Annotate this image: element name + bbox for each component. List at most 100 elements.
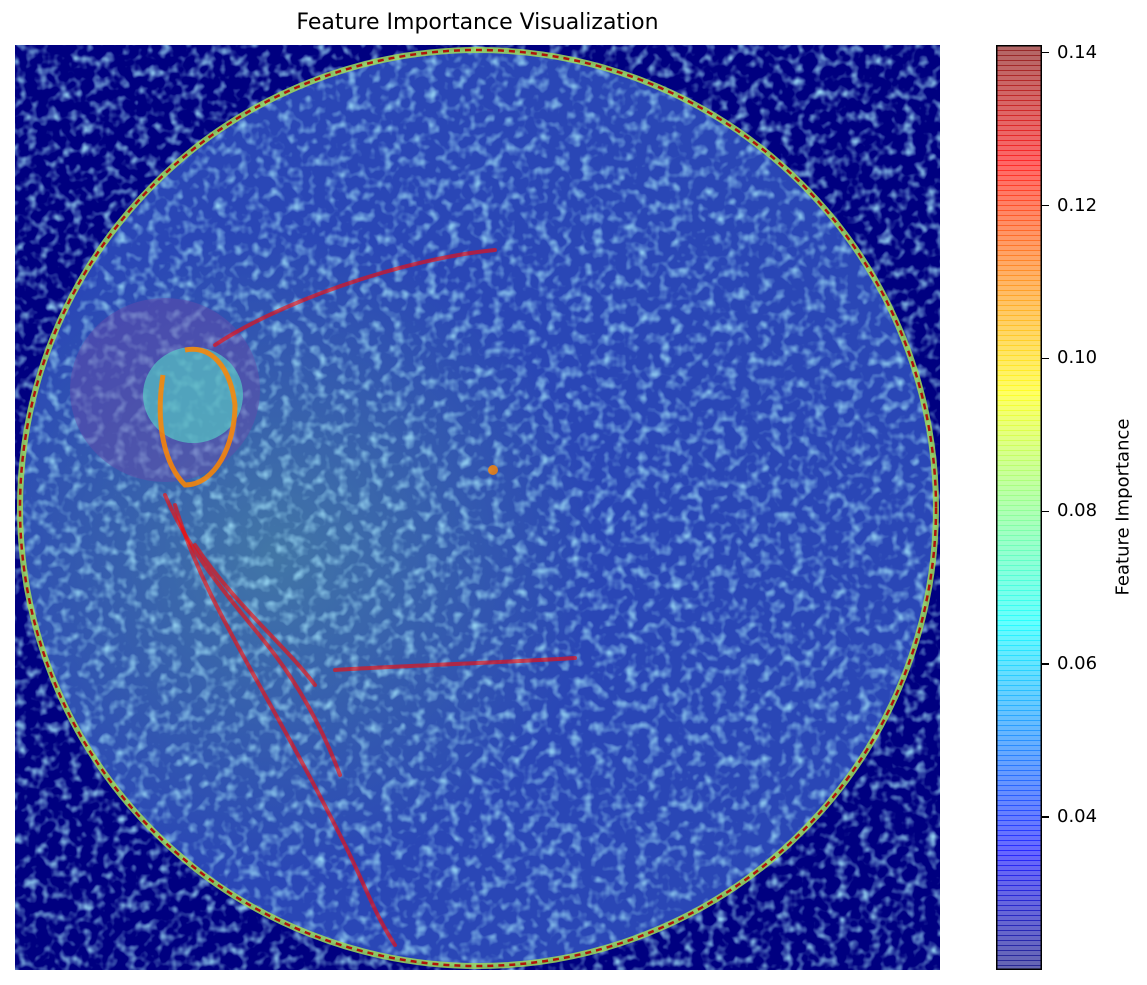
colorbar-strip [996, 655, 1042, 661]
colorbar-strip [996, 235, 1042, 241]
disc-interior [20, 50, 936, 966]
colorbar-strip [996, 70, 1042, 76]
hotspot-point [488, 465, 498, 475]
colorbar-strip [996, 700, 1042, 706]
colorbar-strip [996, 925, 1042, 931]
heatmap-image [15, 45, 940, 970]
colorbar-strip [996, 495, 1042, 501]
colorbar-strip [996, 335, 1042, 341]
colorbar-strip [996, 150, 1042, 156]
colorbar-strip [996, 600, 1042, 606]
colorbar-strip [996, 90, 1042, 96]
colorbar-strip [996, 440, 1042, 446]
colorbar-strip [996, 295, 1042, 301]
colorbar-tick-label: 0.04 [1057, 806, 1098, 828]
colorbar-tick-label: 0.10 [1057, 347, 1098, 369]
colorbar-strip [996, 770, 1042, 776]
colorbar-tick-label: 0.12 [1057, 194, 1098, 216]
colorbar-strip [996, 645, 1042, 651]
colorbar-strip [996, 570, 1042, 576]
colorbar-strip [996, 915, 1042, 921]
colorbar-strip [996, 835, 1042, 841]
colorbar-strip [996, 555, 1042, 561]
colorbar-strip [996, 375, 1042, 381]
colorbar-strip [996, 330, 1042, 336]
vessel-highlight [213, 248, 497, 347]
colorbar-gradient [996, 45, 1042, 971]
colorbar-strip [996, 445, 1042, 451]
colorbar-strip [996, 965, 1042, 971]
colorbar-strip [996, 300, 1042, 306]
colorbar-strip [996, 950, 1042, 956]
colorbar-strip [996, 140, 1042, 146]
colorbar-strip [996, 760, 1042, 766]
colorbar-strip [996, 895, 1042, 901]
optic-disc-center [143, 347, 243, 443]
colorbar-strip [996, 855, 1042, 861]
colorbar-strip [996, 425, 1042, 431]
colorbar-tick-mark [1042, 204, 1049, 207]
colorbar-strip [996, 785, 1042, 791]
colorbar-strip [996, 355, 1042, 361]
colorbar-strip [996, 690, 1042, 696]
colorbar-strip [996, 270, 1042, 276]
colorbar-strip [996, 145, 1042, 151]
colorbar-strip [996, 435, 1042, 441]
colorbar-strip [996, 240, 1042, 246]
colorbar-strip [996, 650, 1042, 656]
colorbar-strip [996, 260, 1042, 266]
colorbar-strip [996, 490, 1042, 496]
colorbar-ticks: 0.04 0.06 0.08 0.10 0.12 0.14 [1042, 42, 1102, 970]
colorbar-strip [996, 55, 1042, 61]
vessel-highlight [333, 656, 577, 672]
colorbar-strip [996, 95, 1042, 101]
colorbar-strip [996, 290, 1042, 296]
colorbar-strip [996, 875, 1042, 881]
colorbar-strip [996, 920, 1042, 926]
colorbar-strip [996, 630, 1042, 636]
colorbar-strip [996, 200, 1042, 206]
colorbar-strip [996, 100, 1042, 106]
colorbar-strip [996, 415, 1042, 421]
colorbar-strip [996, 420, 1042, 426]
colorbar-strip [996, 670, 1042, 676]
colorbar-strip [996, 865, 1042, 871]
colorbar-strip [996, 135, 1042, 141]
colorbar-strip [996, 740, 1042, 746]
colorbar-strip [996, 220, 1042, 226]
colorbar-strip [996, 370, 1042, 376]
colorbar-strips [996, 45, 1042, 971]
colorbar-strip [996, 750, 1042, 756]
colorbar-strip [996, 605, 1042, 611]
colorbar-strip [996, 310, 1042, 316]
vessel-highlight [173, 503, 397, 947]
colorbar-strip [996, 120, 1042, 126]
colorbar-strip [996, 550, 1042, 556]
colorbar-strip [996, 350, 1042, 356]
colorbar-strip [996, 940, 1042, 946]
colorbar-strip [996, 830, 1042, 836]
disc-rim-peak [18, 48, 938, 968]
vessel-highlight [163, 493, 342, 777]
colorbar-tick-label: 0.06 [1057, 653, 1098, 675]
colorbar-strip [996, 400, 1042, 406]
colorbar-strip [996, 955, 1042, 961]
colorbar-strip [996, 790, 1042, 796]
colorbar-strip [996, 860, 1042, 866]
colorbar-strip [996, 525, 1042, 531]
colorbar-strip [996, 395, 1042, 401]
colorbar-strip [996, 810, 1042, 816]
colorbar-strip [996, 775, 1042, 781]
colorbar-tick-mark [1042, 816, 1049, 818]
colorbar-strip [996, 475, 1042, 481]
colorbar-strip [996, 545, 1042, 551]
colorbar-strip [996, 695, 1042, 701]
colorbar-strip [996, 245, 1042, 251]
colorbar-tick-mark [1042, 357, 1049, 360]
colorbar-strip [996, 345, 1042, 351]
colorbar-strip [996, 190, 1042, 196]
colorbar-strip [996, 820, 1042, 826]
colorbar-strip [996, 340, 1042, 346]
colorbar-strip [996, 405, 1042, 411]
colorbar-strip [996, 540, 1042, 546]
